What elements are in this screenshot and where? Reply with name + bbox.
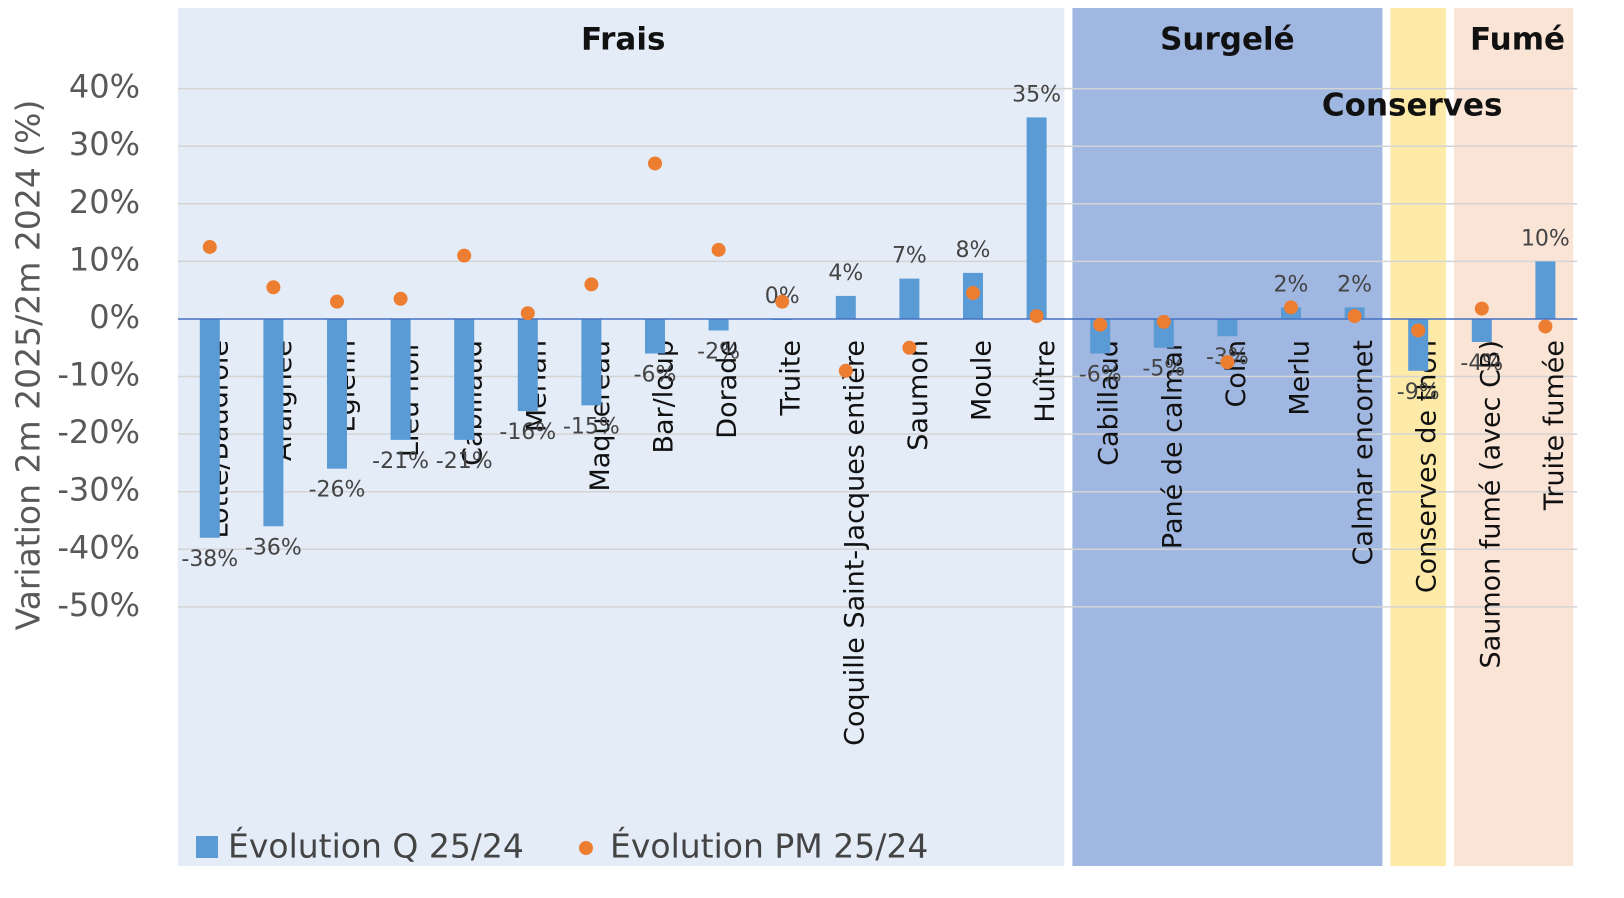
dot [1156,314,1171,329]
legend-label: Évolution PM 25/24 [610,826,928,866]
bar [1535,261,1556,319]
x-tick-label: Colin [1221,340,1252,408]
dot [1284,300,1298,315]
data-label: -36% [245,535,302,560]
bar [517,318,538,412]
dot [711,242,726,257]
x-tick-label: Truite fumée [1539,340,1570,511]
x-tick-label: Dorade [712,340,743,439]
bar [645,318,665,354]
data-label: 8% [956,238,991,263]
bar [199,318,220,538]
dot [266,280,281,295]
x-tick-label: Moule [967,340,998,421]
data-label: -2% [697,339,740,364]
y-tick-label: 20% [69,183,140,221]
data-label: 2% [1337,272,1372,297]
x-tick-label: Truite [776,340,807,416]
dot [1220,355,1235,370]
dot [648,156,662,171]
data-label: -6% [634,363,677,388]
y-tick-label: 30% [69,125,140,163]
data-label: -21% [372,449,429,474]
data-label: -4% [1460,351,1503,376]
y-tick-label: -50% [57,586,140,624]
legend-label: Évolution Q 25/24 [228,826,524,866]
data-label: -26% [309,478,366,503]
dot [393,291,408,306]
y-tick-label: -30% [57,471,140,509]
x-tick-label: Conserves de thon [1412,340,1443,593]
y-tick-label: 10% [69,240,140,278]
group-label: Surgelé [1160,22,1295,58]
dot [1347,309,1362,324]
dot [457,248,472,263]
group-label: Conserves [1322,88,1503,124]
x-tick-label: Merlu [1285,340,1316,416]
dot [1093,317,1108,332]
x-tick-label: Calmar encornet [1348,340,1379,565]
data-label: 7% [892,244,927,269]
data-label: -6% [1079,363,1122,388]
x-tick-label: Saumon fumé (avec CB) [1475,340,1506,668]
data-label: -16% [499,420,556,445]
dot [775,294,790,309]
data-label: -15% [563,414,620,439]
y-tick-label: 40% [69,68,140,106]
data-label: -9% [1397,380,1440,405]
y-tick-label: -40% [57,528,140,566]
bar [327,318,347,469]
dot [1474,301,1489,316]
bar [1217,318,1238,337]
bar [1471,318,1492,342]
bar [899,278,920,319]
legend-swatch [196,836,218,858]
dot [1538,319,1553,334]
dot [1411,323,1426,338]
x-tick-label: Saumon [903,340,934,451]
group-label: Fumé [1470,22,1565,58]
dot [1029,309,1044,324]
data-label: 10% [1521,226,1570,251]
x-tick-label: Pané de calmar [1157,339,1188,549]
bar [835,295,856,319]
x-tick-label: Huître [1030,340,1061,423]
legend-swatch [579,841,593,855]
dot [520,306,535,321]
bar [1026,117,1047,319]
dot [202,239,217,254]
bar [263,318,284,527]
y-tick-label: -10% [57,356,140,394]
x-tick-label: Bar/loup [649,340,680,454]
group-label: Frais [581,22,665,58]
data-label: -5% [1142,357,1185,382]
bar [390,318,411,440]
y-axis-title: Variation 2m 2025/2m 2024 (%) [9,100,48,631]
y-tick-label: 0% [89,298,140,336]
dot [966,286,980,301]
data-label: 2% [1274,272,1309,297]
dot [584,277,599,292]
data-label: 35% [1012,82,1061,107]
data-label: -38% [181,547,238,572]
dot [902,340,917,355]
x-tick-label: Coquille Saint-Jacques entière [839,340,870,746]
data-label: 4% [828,261,863,286]
dot [838,363,853,378]
data-label: -21% [436,449,493,474]
bar [708,318,729,331]
dot [330,294,344,309]
bar [454,318,475,440]
bar [581,318,602,406]
y-tick-label: -20% [57,413,140,451]
group-panel [1454,8,1574,866]
group-panel [178,8,1065,866]
group-panel [1072,8,1383,866]
x-tick-label: Cabillaud [1094,340,1125,466]
group-panel [1390,8,1446,866]
